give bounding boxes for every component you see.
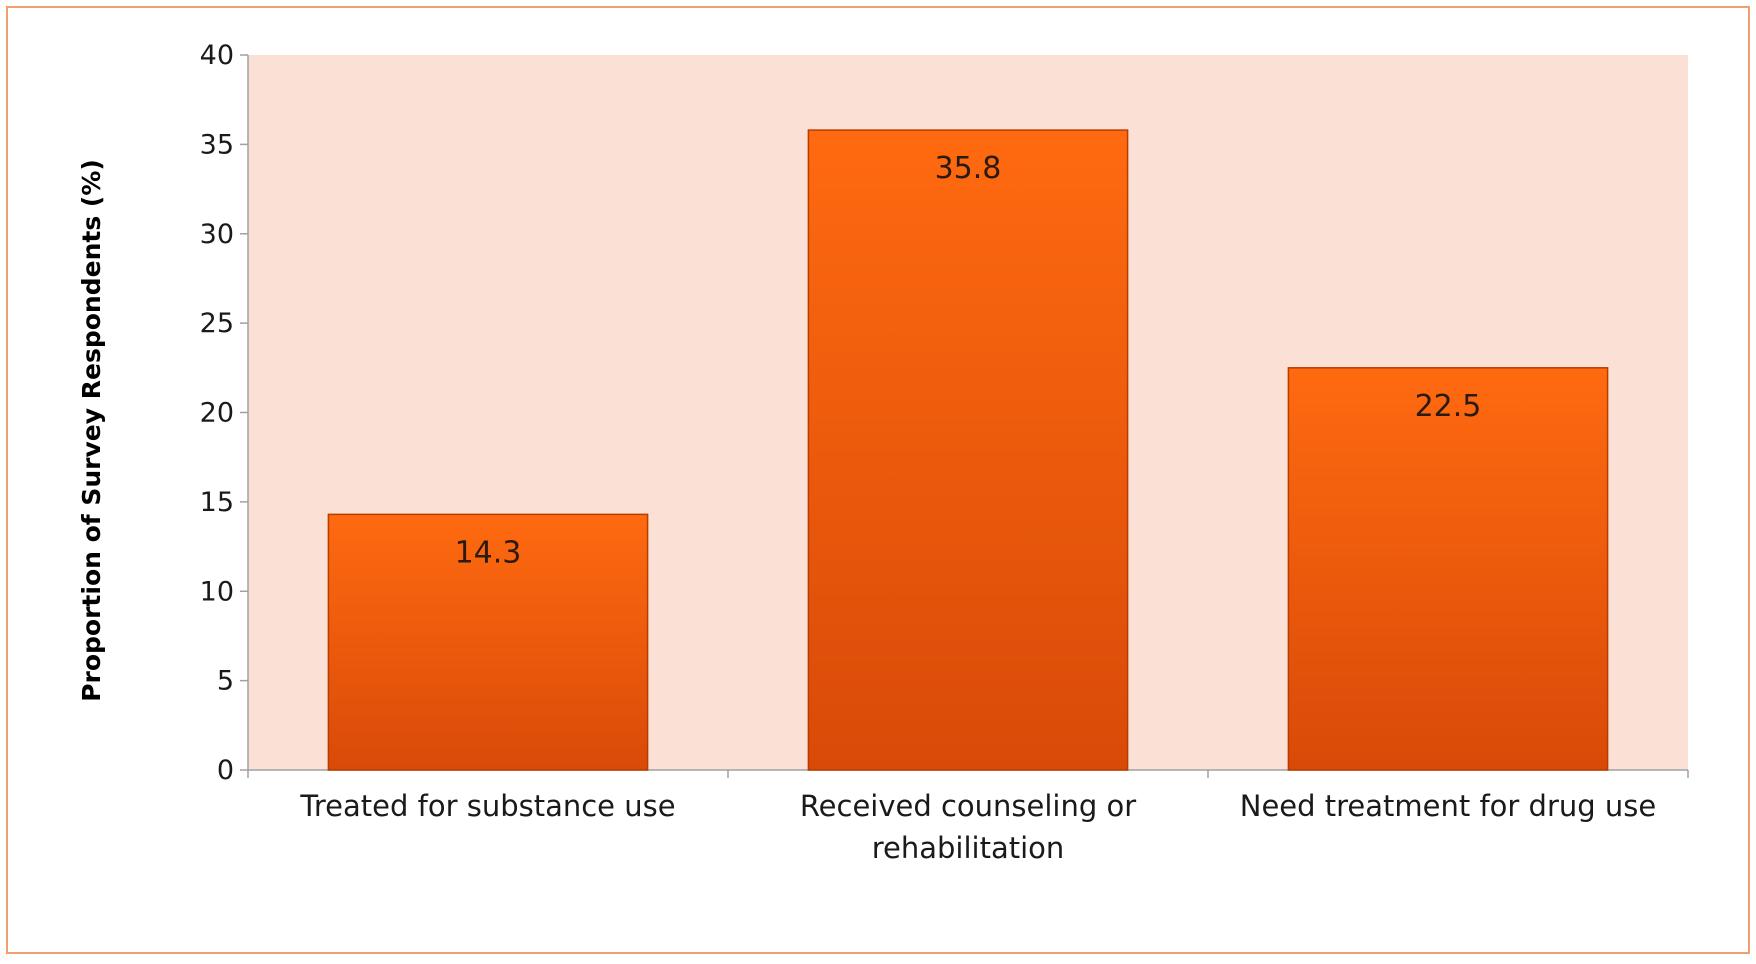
y-tick-label: 25: [200, 308, 234, 339]
y-tick-label: 35: [200, 129, 234, 160]
y-tick-label: 20: [200, 398, 234, 429]
bar: [1287, 367, 1609, 771]
x-category-label: Received counseling or rehabilitation: [800, 789, 1136, 865]
bar-value-label: 14.3: [455, 535, 522, 570]
y-tick-label: 10: [200, 576, 234, 607]
bar-value-label: 22.5: [1415, 389, 1482, 424]
x-axis: Treated for substance use Received counse…: [247, 769, 1689, 865]
y-tick-label: 40: [200, 40, 234, 71]
chart-frame: [6, 6, 1750, 954]
y-axis-title: Proportion of Survey Respondents (%): [77, 159, 106, 702]
bar: [807, 129, 1129, 771]
bar-value-label: 35.8: [935, 151, 1002, 186]
y-tick-label: 5: [217, 666, 234, 697]
y-axis: 0 5 10 15 20 25 30 35 40: [200, 40, 249, 786]
bars: [327, 129, 1609, 771]
bar: [327, 513, 649, 771]
x-category-label: Treated for substance use: [299, 789, 675, 823]
x-category-label: Need treatment for drug use: [1240, 789, 1656, 823]
y-tick-label: 0: [217, 755, 234, 786]
data-labels: 14.3 35.8 22.5: [455, 151, 1482, 570]
y-tick-label: 30: [200, 219, 234, 250]
y-tick-label: 15: [200, 487, 234, 518]
